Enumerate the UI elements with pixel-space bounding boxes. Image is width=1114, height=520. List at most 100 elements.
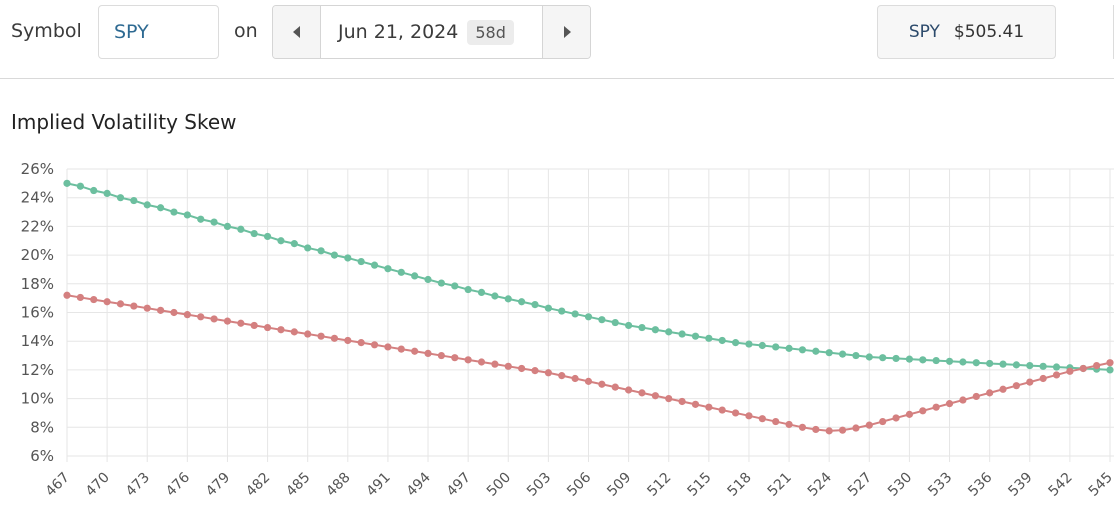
series-1-point[interactable] [905,355,914,363]
series-2-point[interactable] [130,302,138,310]
series-2-point[interactable] [1079,364,1087,373]
series-2-point[interactable] [785,420,793,429]
series-1-point[interactable] [798,346,807,354]
series-2-point[interactable] [170,308,178,317]
series-1-point[interactable] [130,196,138,205]
series-2-point[interactable] [731,409,740,417]
series-1-point[interactable] [223,222,232,230]
series-2-point[interactable] [424,349,432,357]
series-2-point[interactable] [63,291,71,299]
series-1-point[interactable] [919,356,927,364]
series-1-point[interactable] [665,328,673,336]
series-1-point[interactable] [411,272,419,280]
series-2-point[interactable] [290,328,298,336]
series-1-point[interactable] [76,182,84,190]
series-2-point[interactable] [157,306,165,314]
series-1-point[interactable] [678,330,686,338]
series-1-point[interactable] [785,344,793,352]
series-1-point[interactable] [999,360,1007,368]
series-1-point[interactable] [531,301,539,309]
series-2-point[interactable] [1052,371,1061,379]
series-1-point[interactable] [571,310,579,318]
series-1-point[interactable] [1012,361,1020,369]
series-2-point[interactable] [223,317,232,325]
series-1-point[interactable] [705,334,713,342]
series-2-point[interactable] [986,389,994,397]
series-2-point[interactable] [1106,359,1114,367]
series-1-point[interactable] [143,201,151,209]
series-1-point[interactable] [825,349,833,357]
series-1-point[interactable] [116,194,125,202]
series-2-point[interactable] [1012,382,1020,390]
series-1-point[interactable] [745,340,753,348]
series-1-point[interactable] [518,298,526,306]
series-2-point[interactable] [1026,378,1034,386]
series-2-point[interactable] [945,400,954,408]
series-1-point[interactable] [625,321,633,330]
series-2-point[interactable] [852,424,860,432]
series-2-point[interactable] [250,321,258,330]
series-2-point[interactable] [477,358,486,366]
series-1-point[interactable] [437,279,446,287]
series-1-point[interactable] [879,354,887,362]
series-1-point[interactable] [330,251,339,259]
series-2-point[interactable] [865,421,873,429]
series-2-point[interactable] [277,326,285,334]
series-1-point[interactable] [691,332,700,340]
series-2-point[interactable] [143,304,151,312]
series-1-point[interactable] [972,359,980,367]
series-1-point[interactable] [63,179,71,187]
series-1-point[interactable] [812,347,820,355]
series-1-point[interactable] [197,215,205,223]
series-1-point[interactable] [772,343,780,351]
series-1-point[interactable] [263,232,272,241]
series-2-point[interactable] [103,298,111,306]
series-1-point[interactable] [638,323,646,332]
series-2-point[interactable] [317,332,325,340]
series-1-point[interactable] [611,318,619,327]
series-1-point[interactable] [464,285,472,294]
series-1-point[interactable] [424,275,432,284]
series-2-point[interactable] [210,315,218,323]
series-2-point[interactable] [758,415,766,423]
series-2-point[interactable] [344,336,352,345]
series-2-point[interactable] [959,396,967,404]
series-2-point[interactable] [665,395,673,403]
series-1-point[interactable] [504,295,512,303]
series-2-point[interactable] [879,417,887,426]
series-1-point[interactable] [1052,363,1061,371]
series-1-point[interactable] [932,356,940,365]
series-1-point[interactable] [852,351,860,360]
series-2-point[interactable] [718,406,726,414]
series-2-point[interactable] [504,362,512,370]
series-2-point[interactable] [411,347,419,355]
series-2-point[interactable] [491,360,499,368]
series-2-point[interactable] [531,367,539,375]
series-2-point[interactable] [304,330,312,338]
series-1-point[interactable] [210,218,218,226]
series-2-point[interactable] [197,313,205,321]
series-1-point[interactable] [731,339,740,347]
series-2-point[interactable] [745,412,753,420]
series-1-point[interactable] [758,341,766,350]
series-1-point[interactable] [865,353,873,361]
series-2-point[interactable] [544,369,552,377]
series-1-point[interactable] [170,208,178,216]
series-2-point[interactable] [90,295,98,304]
series-2-point[interactable] [972,392,980,401]
series-1-point[interactable] [892,354,900,363]
series-2-point[interactable] [772,417,780,426]
series-2-point[interactable] [932,403,940,411]
series-2-point[interactable] [464,356,472,364]
series-1-point[interactable] [451,282,459,290]
series-2-point[interactable] [1039,374,1047,383]
series-2-point[interactable] [691,400,700,408]
series-1-point[interactable] [491,292,499,300]
series-1-point[interactable] [651,326,659,334]
series-2-point[interactable] [638,389,646,397]
series-1-point[interactable] [304,244,312,252]
series-1-point[interactable] [1039,362,1047,370]
series-2-point[interactable] [237,319,245,327]
series-1-point[interactable] [183,211,191,219]
series-2-point[interactable] [798,423,807,431]
